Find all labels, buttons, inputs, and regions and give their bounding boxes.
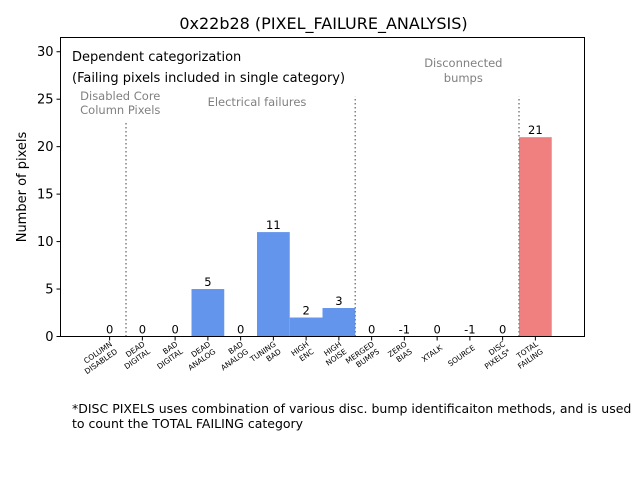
category-separators — [125, 96, 520, 337]
y-tick-label-20: 20 — [37, 140, 54, 155]
value-label-1: 0 — [139, 323, 146, 337]
y-tick-label-0: 0 — [45, 330, 53, 345]
value-label-4: 0 — [237, 323, 244, 337]
bar-5 — [257, 232, 290, 337]
value-label-0: 0 — [106, 323, 113, 337]
value-label-9: -1 — [399, 323, 410, 337]
value-label-5: 11 — [266, 218, 281, 232]
x-tick-label-11: SOURCE — [446, 343, 477, 368]
footnote: *DISC PIXELS uses combination of various… — [72, 401, 632, 431]
chart-title: 0x22b28 (PIXEL_FAILURE_ANALYSIS) — [179, 14, 467, 34]
value-labels: 0 0 0 5 0 11 2 3 0 -1 0 -1 0 21 — [106, 123, 543, 336]
legend-text: Dependent categorization (Failing pixels … — [72, 50, 345, 86]
group-label-0: Disabled Core Column Pixels — [80, 89, 160, 117]
group-label-1: Electrical failures — [208, 95, 307, 109]
legend-line-0: Dependent categorization — [72, 50, 241, 65]
x-tick-label-13: TOTALFAILING — [511, 339, 546, 371]
bar-3 — [191, 289, 225, 337]
group-labels: Disabled Core Column Pixels Electrical fai… — [80, 56, 502, 117]
bar-13 — [519, 137, 552, 337]
plot-frame — [60, 37, 585, 337]
value-label-12: 0 — [499, 323, 506, 337]
x-tick-label-12: DISCPIXELS* — [478, 339, 513, 371]
x-tick-label-9: ZEROBIAS — [386, 339, 414, 366]
value-label-2: 0 — [171, 323, 178, 337]
value-label-10: 0 — [433, 323, 440, 337]
value-label-13: 21 — [528, 123, 543, 137]
y-axis: 0 5 10 15 20 25 30 — [37, 45, 61, 345]
group-label-2: Disconnected bumps — [424, 56, 502, 85]
x-tick-label-1: DEADDIGITAL — [117, 339, 152, 371]
x-tick-label-8: MERGEDBUMPS — [344, 339, 381, 373]
y-tick-label-15: 15 — [37, 188, 54, 203]
bar-series — [191, 137, 552, 337]
legend-line-1: (Failing pixels included in single categ… — [72, 71, 345, 86]
x-tick-label-5: TUNINGBAD — [248, 339, 283, 371]
x-tick-label-0: COLUMNDISABLED — [78, 339, 120, 376]
x-tick-label-7: HIGHNOISE — [319, 339, 349, 367]
y-tick-label-30: 30 — [37, 45, 54, 60]
x-tick-label-3: DEADANALOG — [181, 339, 217, 372]
value-label-8: 0 — [368, 323, 375, 337]
value-label-6: 2 — [302, 304, 309, 318]
value-label-11: -1 — [464, 323, 475, 337]
x-tick-label-6: HIGHENC — [289, 340, 315, 366]
value-label-7: 3 — [335, 294, 342, 308]
x-tick-label-2: BADDIGITAL — [150, 339, 185, 371]
x-tick-label-4: BADANALOG — [214, 339, 250, 372]
bar-6 — [289, 317, 323, 337]
x-tick-label-10: XTALK — [420, 343, 445, 364]
y-tick-label-5: 5 — [45, 283, 53, 298]
y-axis-label: Number of pixels — [15, 131, 30, 242]
y-tick-label-25: 25 — [37, 93, 54, 108]
value-label-3: 5 — [204, 275, 211, 289]
y-tick-label-10: 10 — [37, 235, 54, 250]
bar-7 — [322, 308, 356, 337]
x-axis: COLUMNDISABLED DEADDIGITAL BADDIGITAL DEADA… — [78, 336, 546, 376]
